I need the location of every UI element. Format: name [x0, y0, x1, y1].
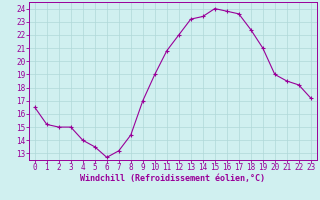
X-axis label: Windchill (Refroidissement éolien,°C): Windchill (Refroidissement éolien,°C)	[80, 174, 265, 183]
